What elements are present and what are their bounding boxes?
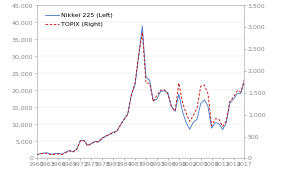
Nikkei 225 (Left) — [82, 139, 86, 141]
TOPIX (Right) — [235, 90, 239, 92]
Nikkei 225 (Left) — [214, 122, 217, 124]
Legend: Nikkei 225 (Left), TOPIX (Right): Nikkei 225 (Left), TOPIX (Right) — [44, 12, 114, 28]
Nikkei 225 (Left) — [140, 25, 144, 27]
TOPIX (Right) — [86, 145, 89, 147]
Nikkei 225 (Left) — [177, 93, 180, 95]
TOPIX (Right) — [35, 154, 38, 156]
Nikkei 225 (Left) — [235, 93, 239, 95]
Line: TOPIX (Right): TOPIX (Right) — [37, 32, 244, 155]
TOPIX (Right) — [243, 78, 246, 80]
TOPIX (Right) — [214, 118, 217, 120]
Nikkei 225 (Left) — [35, 154, 38, 156]
Line: Nikkei 225 (Left): Nikkei 225 (Left) — [37, 26, 244, 155]
Nikkei 225 (Left) — [192, 121, 195, 123]
Nikkei 225 (Left) — [243, 80, 246, 82]
TOPIX (Right) — [82, 140, 86, 142]
TOPIX (Right) — [177, 82, 180, 84]
TOPIX (Right) — [140, 31, 144, 33]
TOPIX (Right) — [192, 114, 195, 116]
Nikkei 225 (Left) — [86, 144, 89, 147]
